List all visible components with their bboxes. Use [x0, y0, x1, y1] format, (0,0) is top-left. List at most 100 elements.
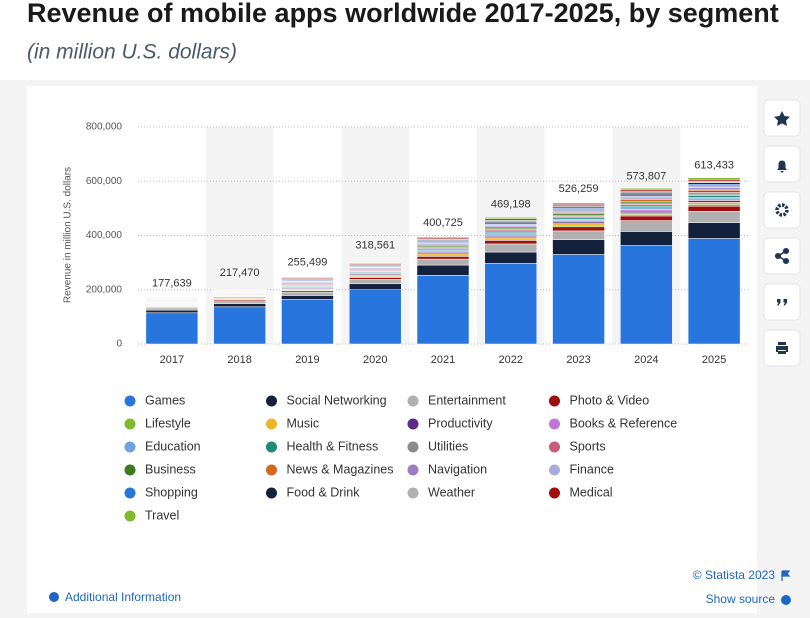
show-source[interactable]: Show source: [706, 592, 776, 606]
bar-segment: [348, 289, 402, 345]
legend-label: Lifestyle: [145, 416, 191, 430]
legend-marker: [549, 441, 560, 453]
x-tick-label: 2017: [160, 354, 184, 366]
total-label: 255,499: [288, 257, 328, 269]
bar-segment: [348, 279, 402, 285]
bar-segment: [687, 211, 741, 224]
legend-marker: [124, 441, 136, 453]
total-label: 400,725: [423, 217, 463, 229]
chart-subtitle: (in million U.S. dollars): [27, 41, 237, 64]
y-tick-label: 600,000: [86, 176, 123, 187]
share-button[interactable]: [763, 237, 801, 275]
legend-label: Games: [145, 393, 185, 407]
bar-segment: [552, 226, 605, 232]
chart-title: Revenue of mobile apps worldwide 2017-20…: [27, 0, 779, 28]
bar-segment: [145, 309, 199, 314]
bar-segment: [552, 230, 605, 240]
legend-marker: [266, 441, 277, 453]
y-axis-label: Revenue in million U.S. dollars: [63, 167, 74, 303]
settings-button[interactable]: [763, 191, 801, 229]
legend-marker: [266, 418, 277, 430]
legend-label: Education: [145, 439, 201, 453]
legend-label: Entertainment: [428, 393, 506, 407]
total-label: 318,561: [355, 239, 395, 251]
info-icon: [49, 592, 59, 602]
bar-segment: [213, 306, 266, 345]
bar-segment: [416, 256, 470, 260]
bar-segment: [213, 300, 266, 304]
bar-segment: [484, 263, 538, 345]
total-label: 613,433: [694, 160, 734, 172]
legend-label: Productivity: [428, 416, 493, 430]
bar-segment: [620, 188, 673, 191]
x-tick-label: 2018: [227, 354, 251, 366]
legend-marker: [266, 464, 277, 476]
bar-segment: [416, 264, 470, 276]
legend-marker: [549, 395, 560, 407]
bar-segment: [552, 239, 605, 255]
legend-marker: [124, 487, 136, 499]
bar-segment: [687, 202, 741, 205]
legend-label: Music: [287, 416, 320, 430]
bar-segment: [620, 231, 673, 246]
bar-segment: [620, 215, 673, 221]
x-tick-label: 2023: [566, 354, 590, 366]
legend-marker: [407, 487, 419, 499]
legend: Games Social Networking Entertainment Photo…: [124, 393, 678, 522]
y-tick-label: 400,000: [86, 230, 123, 241]
flag-icon: [781, 570, 791, 581]
bar-segment: [620, 220, 673, 232]
legend-label: Books & Reference: [570, 416, 678, 430]
x-tick-label: 2025: [702, 354, 726, 366]
cite-button[interactable]: [763, 283, 801, 321]
info-icon: [781, 595, 791, 605]
bar-segment: [281, 295, 334, 300]
toolbar: [763, 99, 801, 367]
star-icon: [774, 111, 790, 127]
legend-marker: [407, 418, 419, 430]
legend-label: Weather: [428, 485, 475, 499]
legend-marker: [124, 418, 136, 430]
total-label: 469,198: [491, 199, 531, 211]
legend-marker: [407, 464, 419, 476]
quote-icon: [777, 299, 787, 306]
bar-segment: [145, 297, 199, 299]
bar-segment: [687, 200, 741, 203]
legend-label: Travel: [145, 508, 179, 522]
x-tick-label: 2024: [634, 354, 658, 366]
share-icon: [774, 247, 790, 265]
bar-segment: [145, 307, 199, 311]
legend-label: Finance: [570, 462, 615, 476]
legend-marker: [124, 510, 136, 522]
bar-segment: [213, 303, 266, 308]
legend-marker: [266, 487, 277, 499]
additional-information[interactable]: Additional Information: [65, 590, 181, 604]
legend-label: Photo & Video: [570, 393, 650, 407]
total-label: 526,259: [559, 183, 599, 195]
bar-segment: [484, 243, 538, 253]
bar-segment: [281, 291, 334, 296]
total-label: 573,807: [626, 170, 666, 182]
bar-segment: [281, 276, 334, 279]
legend-label: Food & Drink: [287, 485, 361, 499]
bell-icon: [777, 160, 787, 173]
y-tick-label: 0: [116, 339, 122, 350]
bar-segment: [687, 177, 741, 180]
total-label: 217,470: [220, 267, 260, 279]
bar-segment: [484, 240, 538, 245]
bar-segment: [145, 312, 199, 345]
plot: 0 200,000 400,000 600,000 800,000 2017 177,639…: [86, 122, 748, 366]
x-tick-label: 2019: [295, 354, 319, 366]
bar-segment: [687, 238, 741, 345]
legend-label: Health & Fitness: [287, 439, 379, 453]
x-tick-label: 2021: [431, 354, 455, 366]
legend-marker: [549, 418, 560, 430]
legend-marker: [407, 441, 419, 453]
bar-segment: [416, 275, 470, 345]
copyright[interactable]: © Statista 2023: [693, 568, 776, 582]
legend-label: Social Networking: [287, 393, 387, 407]
legend-label: Navigation: [428, 462, 487, 476]
print-icon: [776, 342, 788, 354]
